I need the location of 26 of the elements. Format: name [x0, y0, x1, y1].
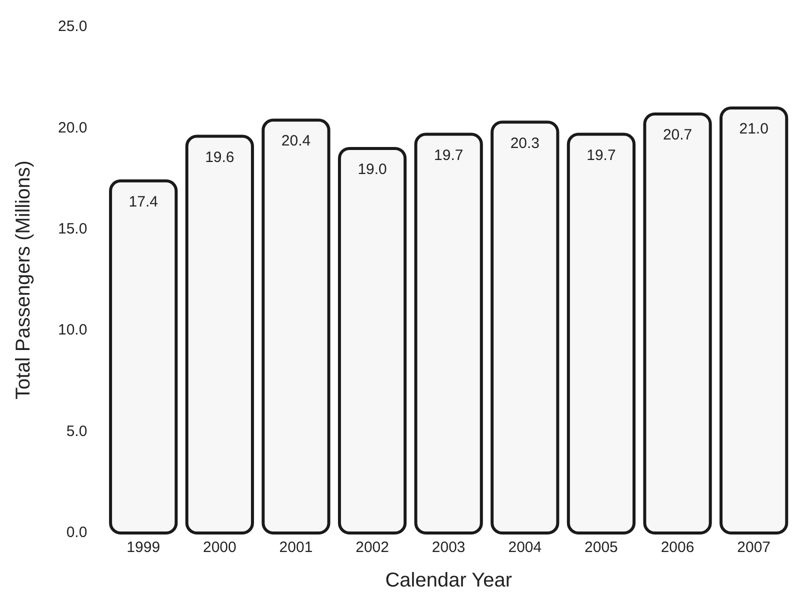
data-label: 19.0	[358, 161, 387, 178]
x-tick-label: 2000	[202, 539, 236, 556]
y-tick-label: 5.0	[66, 422, 88, 440]
y-tick-label: 15.0	[58, 220, 88, 238]
x-tick-label: 2006	[660, 539, 694, 556]
x-tick-label: 1999	[126, 539, 160, 556]
y-tick-label: 10.0	[58, 322, 88, 339]
x-tick-label: 2003	[432, 539, 466, 556]
x-axis-title: Calendar Year	[385, 570, 512, 592]
y-axis-title: Total Passengers (Millions)	[12, 160, 35, 400]
x-tick-label: 2007	[737, 539, 771, 556]
data-label: 20.4	[281, 132, 311, 150]
data-label: 19.6	[205, 148, 234, 166]
x-tick-label: 2004	[508, 539, 542, 556]
x-tick-label: 2005	[584, 539, 618, 556]
y-tick-label: 20.0	[58, 119, 88, 136]
data-label: 19.7	[586, 146, 616, 164]
y-tick-label: 25.0	[58, 18, 88, 36]
data-label: 20.3	[510, 134, 540, 152]
y-tick-label: 0.0	[66, 524, 88, 542]
x-tick-label: 2002	[356, 539, 389, 556]
data-label: 19.7	[434, 146, 464, 164]
data-label: 20.7	[662, 126, 692, 144]
x-tick-label: 2001	[279, 539, 313, 556]
data-label: 17.4	[128, 193, 158, 210]
data-label: 21.0	[739, 120, 768, 138]
